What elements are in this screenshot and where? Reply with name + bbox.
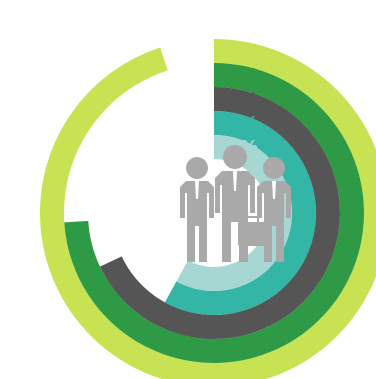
value-labels: 95%74%68%58%58% [218,41,258,159]
ring-5 [176,135,292,291]
rings [40,39,376,379]
value-label-2: 74% [218,65,258,87]
business-people-icon [180,145,291,262]
value-label-1: 95% [218,41,258,63]
value-label-4: 58% [218,113,258,135]
person-left-icon [180,157,214,262]
briefcase-icon [238,216,266,246]
value-label-3: 68% [218,89,258,111]
tie-details [195,171,276,199]
